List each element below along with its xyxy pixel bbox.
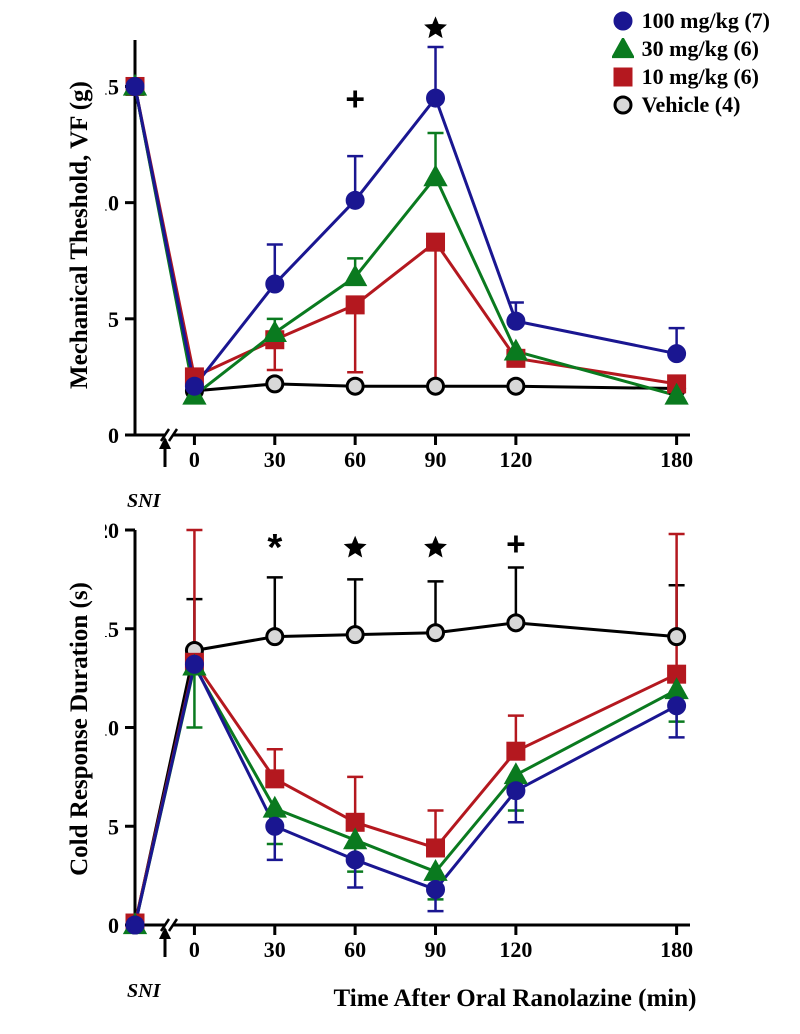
xtick-label: 60 bbox=[344, 937, 366, 962]
chart-top: 0 5 10 15 0 30 60 90 120 180 + bbox=[105, 10, 720, 495]
chart-bottom: 0 5 10 15 20 0 30 60 90 120 180 * + bbox=[105, 500, 720, 985]
xtick-label: 90 bbox=[425, 937, 447, 962]
figure-page: 100 mg/kg (7)30 mg/kg (6)10 mg/kg (6)Veh… bbox=[0, 0, 800, 1034]
ylabel-top: Mechanical Theshold, VF (g) bbox=[66, 89, 94, 389]
svg-text:+: + bbox=[506, 526, 526, 563]
ytick-label: 15 bbox=[105, 617, 119, 642]
ylabel-bottom: Cold Response Duration (s) bbox=[66, 579, 94, 879]
ytick-label: 15 bbox=[105, 74, 119, 99]
xtick-label: 120 bbox=[499, 937, 532, 962]
ytick-label: 5 bbox=[108, 307, 119, 332]
svg-text:+: + bbox=[345, 81, 365, 118]
ytick-label: 20 bbox=[105, 518, 119, 543]
xtick-label: 30 bbox=[264, 447, 286, 472]
xtick-label: 180 bbox=[660, 937, 693, 962]
svg-text:*: * bbox=[267, 526, 282, 569]
ytick-label: 10 bbox=[105, 191, 119, 216]
xtick-label: 60 bbox=[344, 447, 366, 472]
xlabel: Time After Oral Ranolazine (min) bbox=[280, 985, 750, 1013]
xtick-label: 0 bbox=[189, 937, 200, 962]
ytick-label: 0 bbox=[108, 423, 119, 448]
xtick-label: 120 bbox=[499, 447, 532, 472]
ytick-label: 0 bbox=[108, 913, 119, 938]
ytick-label: 5 bbox=[108, 814, 119, 839]
xtick-label: 180 bbox=[660, 447, 693, 472]
xtick-label: 30 bbox=[264, 937, 286, 962]
ytick-label: 10 bbox=[105, 716, 119, 741]
xtick-label: 90 bbox=[425, 447, 447, 472]
xtick-label: 0 bbox=[189, 447, 200, 472]
